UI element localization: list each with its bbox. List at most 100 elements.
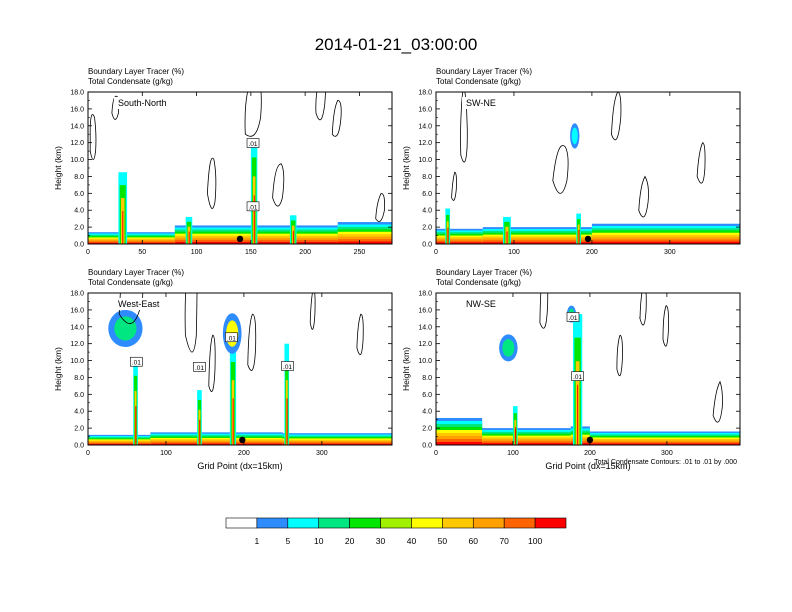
- panel-1-ytick-label-7: 14.0: [418, 123, 432, 130]
- panel-2-ytick-label-0: 0.0: [74, 443, 84, 450]
- colorbar-swatch-10: [534, 517, 567, 529]
- panel-3-ytick-label-6: 12.0: [418, 341, 432, 348]
- colorbar-swatch-8: [472, 517, 505, 529]
- panel-0-xtick-label-4: 200: [299, 249, 311, 256]
- panel-1-blob-0-inner: [571, 127, 578, 145]
- panel-2: Boundary Layer Tracer (%)Total Condensat…: [53, 268, 393, 471]
- panel-2-contour-2: [208, 334, 216, 392]
- panel-2-xtick-label-0: 0: [86, 450, 90, 457]
- panel-1-ytick-label-0: 0.0: [422, 242, 432, 249]
- panel-0-ytick-label-4: 8.0: [74, 174, 84, 181]
- colorbar-swatch-9: [503, 517, 536, 529]
- panel-3-location-marker: [586, 436, 594, 444]
- panel-3-ytick-label-2: 4.0: [422, 409, 432, 416]
- panel-0-ytick-label-3: 6.0: [74, 191, 84, 198]
- panel-2-label-bg: [114, 298, 180, 310]
- panel-1-xtick-label-2: 200: [586, 249, 598, 256]
- panel-3-xtick-label-1: 100: [507, 450, 519, 457]
- panel-0-ytick-label-6: 12.0: [70, 140, 84, 147]
- panel-0-label: South-North: [118, 98, 167, 108]
- panel-1-xtick-label-0: 0: [434, 249, 438, 256]
- panel-3-blob-0-inner: [502, 339, 515, 357]
- panel-2-contour-label-box-3: [281, 361, 294, 371]
- panel-0: Boundary Layer Tracer (%)Total Condensat…: [53, 67, 393, 256]
- colorbar-swatch-3: [318, 517, 350, 529]
- panel-3-contour-label-1: .01: [573, 374, 582, 381]
- panel-3-contour-label-box-0: [566, 312, 580, 322]
- panel-1-contour-0: [460, 92, 468, 163]
- panel-3-contour-3: [616, 334, 623, 377]
- panel-1-layer-2-7: [591, 239, 740, 244]
- panel-2-ytick-label-8: 16.0: [70, 307, 84, 314]
- panel-2-contour-label-box-2: [225, 332, 238, 343]
- panel-3-contour-label-0: .01: [568, 315, 577, 322]
- panel-0-contour-label-1: .01: [249, 204, 258, 211]
- panel-3-field: [436, 293, 740, 445]
- panel-2-ytick-label-2: 4.0: [74, 409, 84, 416]
- contour-note: Total Condensate Contours: .01 to .01 by…: [594, 459, 737, 466]
- panel-2-contour-1: [184, 293, 198, 353]
- panel-1-xtick-label-1: 100: [508, 249, 520, 256]
- panel-2-plume-3-3: [286, 398, 288, 445]
- panel-0-header-1: Total Condensate (g/kg): [88, 77, 173, 86]
- panel-2-ylabel: Height (km): [53, 347, 63, 391]
- panel-1-label: SW-NE: [466, 98, 496, 108]
- colorbar-label-5: 40: [407, 536, 417, 546]
- colorbar-label-3: 20: [345, 536, 355, 546]
- panel-1-ytick-label-3: 6.0: [422, 191, 432, 198]
- panel-2-ytick-label-7: 14.0: [70, 324, 84, 331]
- panel-2-contour-label-3: .01: [283, 364, 292, 371]
- panel-1-ylabel: Height (km): [401, 146, 411, 190]
- panel-0-layer-2-8: [337, 241, 392, 244]
- panel-1-header-1: Total Condensate (g/kg): [436, 77, 521, 86]
- panel-1-ytick-label-2: 4.0: [422, 208, 432, 215]
- panel-3-ytick-label-0: 0.0: [422, 443, 432, 450]
- panel-0-ytick-label-7: 14.0: [70, 123, 84, 130]
- panel-1-layer-0-8: [436, 242, 483, 244]
- panel-0-plume-1-3: [253, 195, 255, 244]
- panel-0-layer-2-7: [337, 239, 392, 244]
- panel-2-xtick-label-1: 100: [160, 450, 172, 457]
- panel-3-xtick-label-0: 0: [434, 450, 438, 457]
- colorbar-swatch-5: [380, 517, 412, 529]
- panel-3-header-0: Boundary Layer Tracer (%): [436, 268, 532, 277]
- panel-1: Boundary Layer Tracer (%)Total Condensat…: [401, 67, 741, 256]
- panel-1-layer-1-8: [482, 242, 592, 244]
- panel-2-xtick-label-2: 200: [238, 450, 250, 457]
- colorbar-swatch-2: [287, 517, 320, 529]
- panel-0-contour-2: [315, 92, 326, 121]
- panel-0-plume-2-3: [188, 231, 190, 244]
- panel-1-plume-1-3: [506, 231, 508, 244]
- panel-3-layer-3-8: [589, 443, 740, 445]
- panel-2-blob-0-inner: [114, 316, 137, 341]
- panel-0-layer-0-8: [88, 242, 175, 244]
- panel-0-contour-label-box-0: [246, 138, 260, 148]
- panel-1-header-0: Boundary Layer Tracer (%): [436, 67, 532, 76]
- panel-0-contour-6: [272, 163, 285, 207]
- colorbar-swatch-4: [349, 517, 381, 529]
- panel-0-ytick-label-5: 10.0: [70, 157, 84, 164]
- colorbar-label-8: 70: [499, 536, 509, 546]
- panel-3-label: NW-SE: [466, 299, 496, 309]
- panel-3-plume-1-3: [515, 427, 517, 445]
- panel-2-header-0: Boundary Layer Tracer (%): [88, 268, 184, 277]
- panel-0-ytick-label-8: 16.0: [70, 106, 84, 113]
- panel-1-layer-2-8: [591, 241, 740, 244]
- panel-2-header-1: Total Condensate (g/kg): [88, 278, 173, 287]
- panel-0-contour-3: [244, 92, 262, 137]
- panel-1-label-bg: [462, 97, 528, 109]
- panel-3-xtick-label-2: 200: [584, 450, 596, 457]
- panel-3-header-1: Total Condensate (g/kg): [436, 278, 521, 287]
- colorbar-swatch-1: [256, 517, 289, 529]
- panel-3-contour-0: [539, 293, 549, 329]
- panel-2-contour-0: [118, 293, 144, 324]
- panel-0-ylabel: Height (km): [53, 146, 63, 190]
- panel-1-ytick-label-4: 8.0: [422, 174, 432, 181]
- panel-0-location-marker: [236, 235, 244, 243]
- panel-3-ytick-label-9: 18.0: [418, 291, 432, 298]
- panel-2-xlabel: Grid Point (dx=15km): [197, 461, 282, 471]
- panel-3-ytick-label-5: 10.0: [418, 358, 432, 365]
- colorbar-swatch-6: [411, 517, 443, 529]
- colorbar-label-6: 50: [438, 536, 448, 546]
